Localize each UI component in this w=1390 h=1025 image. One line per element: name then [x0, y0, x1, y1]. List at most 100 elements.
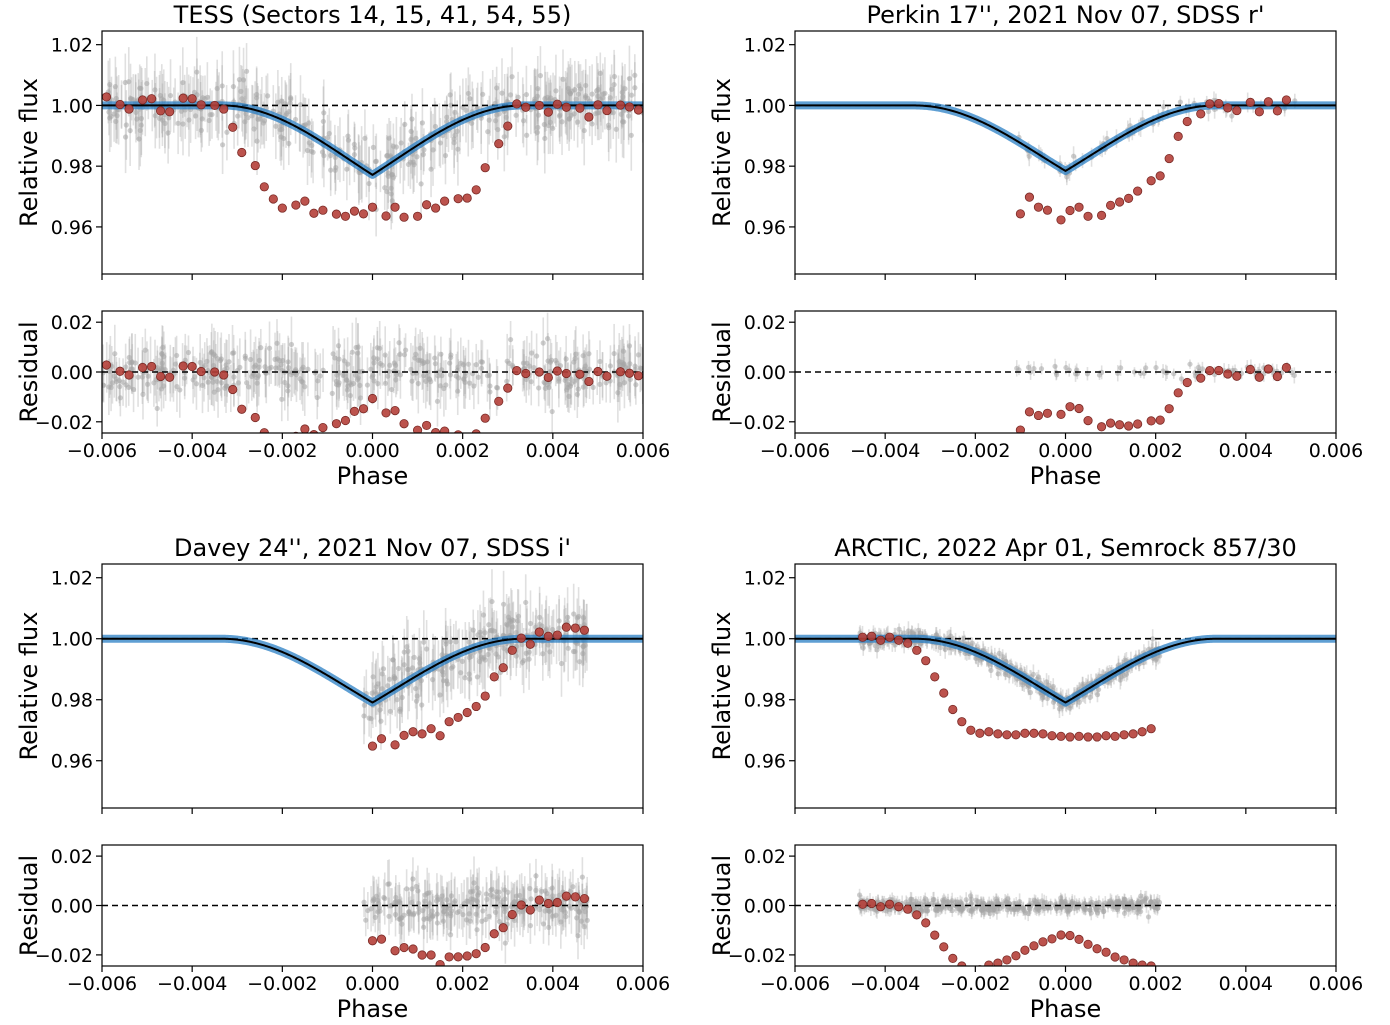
residual-panel: −0.02 0.00 0.02 −0.006 −0.004 −0.002 0.000 0.00… — [708, 310, 1363, 490]
raw-data-point — [510, 363, 516, 369]
binned-data-point — [331, 209, 342, 219]
raw-data-point — [615, 390, 621, 396]
raw-data-point — [463, 107, 469, 113]
raw-data-point — [542, 135, 548, 142]
raw-data-point — [1131, 369, 1138, 375]
raw-data-point — [1178, 376, 1185, 382]
raw-data-point — [382, 185, 388, 191]
raw-data-point — [542, 888, 548, 894]
raw-data-point — [535, 112, 541, 118]
raw-data-point — [428, 379, 434, 385]
raw-data-point — [1030, 671, 1037, 677]
binned-residual-point — [543, 898, 553, 909]
raw-data-point — [533, 887, 539, 893]
binned-residual-point — [561, 368, 571, 379]
raw-data-point — [581, 924, 587, 930]
binned-data-point — [584, 112, 594, 122]
raw-data-point — [562, 909, 568, 916]
raw-data-point — [402, 121, 408, 128]
raw-data-point — [418, 181, 424, 187]
raw-data-point — [447, 92, 453, 98]
binned-residual-point — [1133, 419, 1143, 429]
raw-data-point — [390, 657, 396, 663]
binned-residual-point — [984, 960, 994, 966]
raw-data-point — [126, 354, 132, 361]
binned-residual-point — [471, 429, 481, 433]
raw-data-point — [240, 77, 247, 83]
binned-data-point — [408, 727, 418, 737]
subplot-title: TESS (Sectors 14, 15, 41, 54, 55) — [173, 1, 572, 29]
raw-data-point — [439, 669, 446, 675]
raw-data-point — [388, 903, 394, 909]
binned-residual-point — [1182, 377, 1192, 388]
binned-residual-point — [1042, 408, 1053, 418]
raw-data-point — [209, 111, 215, 118]
raw-data-point — [536, 614, 543, 620]
binned-data-point — [876, 635, 886, 645]
raw-data-point — [175, 120, 181, 126]
raw-data-point — [387, 708, 393, 714]
raw-data-point — [524, 132, 530, 138]
raw-data-point — [1015, 903, 1021, 909]
binned-residual-point — [1137, 960, 1147, 966]
binned-data-point — [471, 185, 481, 195]
raw-data-point — [939, 903, 945, 910]
raw-data-point — [397, 351, 403, 358]
binned-residual-point — [521, 368, 531, 379]
binned-residual-point — [462, 951, 472, 961]
flux-panel: 0.96 0.98 1.00 1.02 Relative flux — [708, 30, 1337, 280]
raw-data-point — [300, 379, 306, 385]
raw-data-point — [1031, 897, 1038, 903]
raw-data-point — [210, 379, 216, 385]
raw-data-point — [388, 191, 394, 197]
raw-data-point — [1026, 153, 1032, 159]
raw-data-point — [908, 896, 915, 902]
binned-residual-point — [1105, 418, 1116, 428]
raw-data-point — [494, 896, 501, 902]
binned-residual-point — [1074, 934, 1084, 944]
raw-data-point — [611, 350, 617, 357]
raw-data-point — [494, 85, 500, 91]
raw-data-point — [299, 366, 305, 372]
raw-data-point — [537, 73, 544, 79]
raw-data-point — [319, 149, 326, 155]
raw-data-point — [350, 380, 357, 387]
raw-data-point — [470, 627, 476, 633]
binned-data-point — [426, 724, 436, 734]
raw-data-point — [254, 91, 260, 98]
binned-residual-point — [552, 897, 562, 908]
raw-data-point — [409, 886, 415, 892]
binned-data-point — [1263, 97, 1273, 107]
raw-data-point — [292, 116, 299, 123]
binned-data-point — [1110, 731, 1120, 741]
raw-data-point — [435, 373, 441, 379]
raw-data-point — [392, 675, 398, 682]
raw-data-point — [519, 641, 525, 648]
raw-data-point — [409, 378, 415, 384]
raw-data-point — [1043, 679, 1050, 685]
y-tick-label: 0.96 — [51, 751, 93, 773]
raw-data-point — [204, 358, 210, 364]
binned-residual-point — [1038, 937, 1048, 947]
raw-data-point — [632, 72, 638, 78]
x-tick-label: 0.002 — [1128, 440, 1182, 462]
raw-data-point — [1025, 910, 1031, 917]
raw-data-point — [278, 134, 284, 140]
raw-data-point — [408, 128, 414, 134]
raw-data-point — [1038, 366, 1045, 372]
binned-residual-point — [1056, 409, 1066, 419]
y-axis-label: Relative flux — [15, 78, 43, 227]
raw-data-point — [549, 626, 556, 633]
raw-data-point — [361, 702, 367, 708]
raw-data-point — [362, 135, 368, 141]
subplot-title: Davey 24'', 2021 Nov 07, SDSS i' — [174, 534, 571, 562]
x-tick-label: −0.006 — [67, 440, 137, 462]
binned-data-point — [124, 104, 134, 114]
raw-data-point — [541, 121, 547, 128]
raw-data-point — [494, 385, 501, 391]
raw-data-point — [249, 113, 255, 119]
raw-data-point — [257, 116, 264, 122]
binned-data-point — [367, 202, 378, 212]
binned-residual-point — [903, 904, 913, 914]
binned-data-point — [1164, 153, 1174, 164]
